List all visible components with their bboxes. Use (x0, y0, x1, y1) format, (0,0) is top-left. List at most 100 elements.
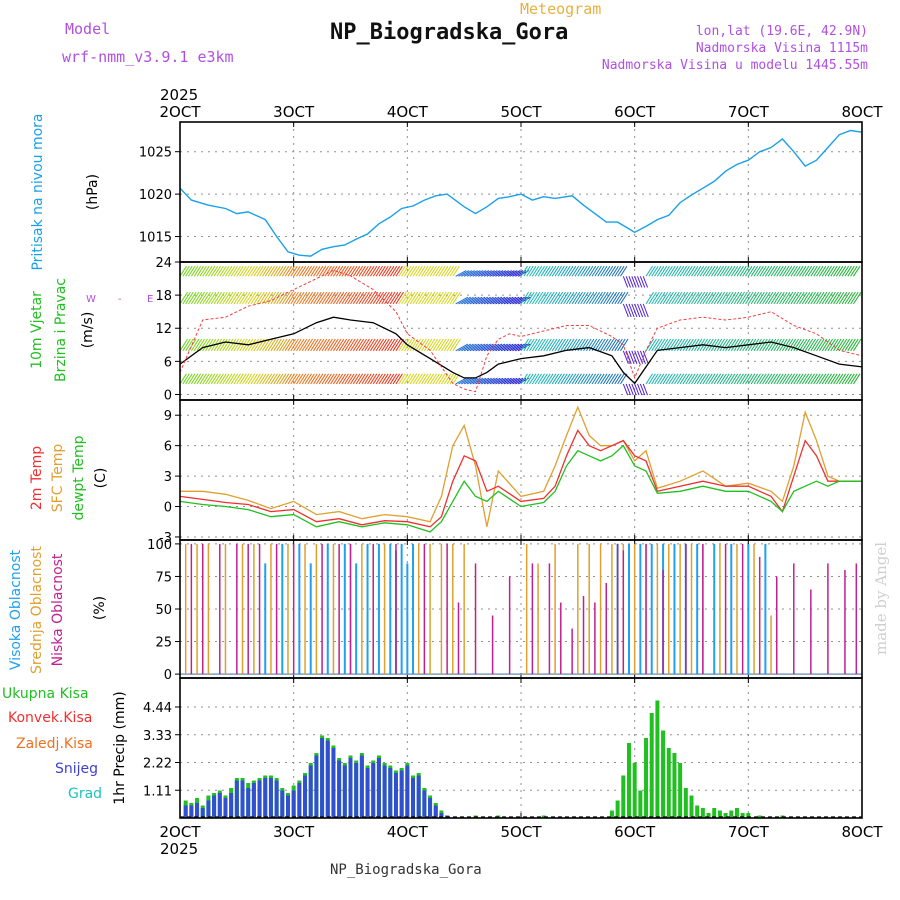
wind-barb (412, 373, 420, 385)
wind-barb (702, 373, 710, 385)
wind-barb (614, 291, 623, 305)
wind-barb (608, 338, 618, 352)
wind-barb (580, 265, 588, 277)
pressure-axis-label: Pritisak na nivou mora (30, 113, 46, 270)
wind-barb (699, 265, 707, 277)
wind-barb (853, 338, 862, 352)
wind-barb (435, 265, 443, 277)
wind-barb (790, 373, 798, 385)
wind-barb (546, 265, 554, 277)
wind-barb (301, 291, 311, 305)
wind-barb (773, 265, 781, 277)
snow-bar (280, 790, 285, 818)
wind-barb (543, 291, 552, 305)
wind-barb (853, 265, 861, 277)
wind-barb (179, 291, 188, 305)
snow-bar (297, 783, 302, 818)
wind-barb (566, 291, 575, 305)
wind-barb (679, 265, 688, 277)
wind-barb (767, 291, 777, 305)
lonlat-label: lon,lat (19.6E, 42.9N) (695, 24, 868, 39)
legend-hail: Grad (68, 786, 103, 802)
wind-barb (352, 338, 362, 352)
wind-barb (193, 373, 202, 385)
wind-barb (506, 270, 518, 277)
wind-barb (423, 291, 433, 305)
wind-barb (273, 373, 281, 385)
wind-barb (199, 373, 207, 385)
x-tick-label-bottom: 4OCT (387, 823, 429, 841)
wind-barb (256, 291, 265, 305)
y-tick-label: 75 (155, 570, 172, 585)
wind-barb (639, 383, 646, 396)
wind-barb (602, 338, 612, 352)
wind-barb (506, 377, 518, 385)
wind-barb (205, 265, 213, 277)
wind-barb (486, 270, 498, 277)
x-tick-label-bottom: 3OCT (273, 823, 315, 841)
wind-barb (304, 338, 314, 352)
wind-barb (310, 338, 319, 352)
wind-barb (838, 338, 848, 352)
wind-barb (747, 291, 757, 305)
wind-barb (799, 338, 808, 352)
y-tick-label: 1.11 (143, 784, 172, 799)
wind-barb (500, 296, 514, 305)
wind-barb (770, 265, 778, 277)
snow-bar (371, 763, 376, 818)
model-name: wrf-nmm_v3.9.1 e3km (62, 48, 234, 66)
wind-barb (392, 338, 402, 352)
y-tick-label: 1025 (139, 146, 172, 161)
wind-barb (395, 291, 404, 305)
total-rain-bar (689, 795, 694, 818)
wind-barb (648, 265, 656, 277)
wind-barb (782, 265, 790, 277)
wind-barb (551, 373, 560, 385)
wind-barb (458, 377, 470, 385)
wind-barb (387, 265, 395, 277)
wind-barb (722, 338, 731, 352)
wind-barb (250, 265, 258, 277)
wind-barb (671, 265, 679, 277)
snow-bar (382, 765, 387, 818)
wind-barb (523, 265, 531, 277)
wind-barb (281, 373, 290, 385)
wind-barb (776, 373, 784, 385)
wind-barb (736, 373, 744, 385)
wind-barb (284, 265, 293, 277)
wind-barb (691, 265, 699, 277)
wind-barb (708, 265, 716, 277)
wind-barb (179, 265, 187, 277)
wind-barb (850, 265, 858, 277)
wind-barb (395, 338, 404, 352)
wind-barb (307, 265, 315, 277)
wind-barb (330, 265, 338, 277)
wind-barb (548, 373, 557, 385)
wind-barb (330, 291, 339, 305)
wind-barb (196, 291, 206, 305)
wind-barb (381, 373, 389, 385)
wind-barb (389, 338, 399, 352)
wind-barb (347, 265, 355, 277)
wind-barb (480, 377, 492, 385)
wind-barb (182, 373, 190, 385)
wind-barb (315, 338, 325, 352)
wind-barb (264, 338, 274, 352)
wind-barb (313, 291, 322, 305)
wind-barb (656, 265, 665, 277)
wind-barb (588, 338, 598, 352)
wind-barb (818, 265, 827, 277)
wind-barb (412, 291, 422, 305)
wind-barb (239, 338, 248, 352)
wind-barb (625, 383, 631, 396)
snow-bar (365, 768, 370, 818)
wind-barb (793, 373, 801, 385)
wind-barb (324, 373, 332, 385)
total-rain-bar (609, 810, 614, 818)
wind-barb (384, 265, 392, 277)
wind-barb (730, 265, 739, 277)
wind-barb (247, 265, 256, 277)
wind-barb (279, 373, 287, 385)
wind-barb (742, 265, 750, 277)
wind-barb (469, 377, 481, 385)
